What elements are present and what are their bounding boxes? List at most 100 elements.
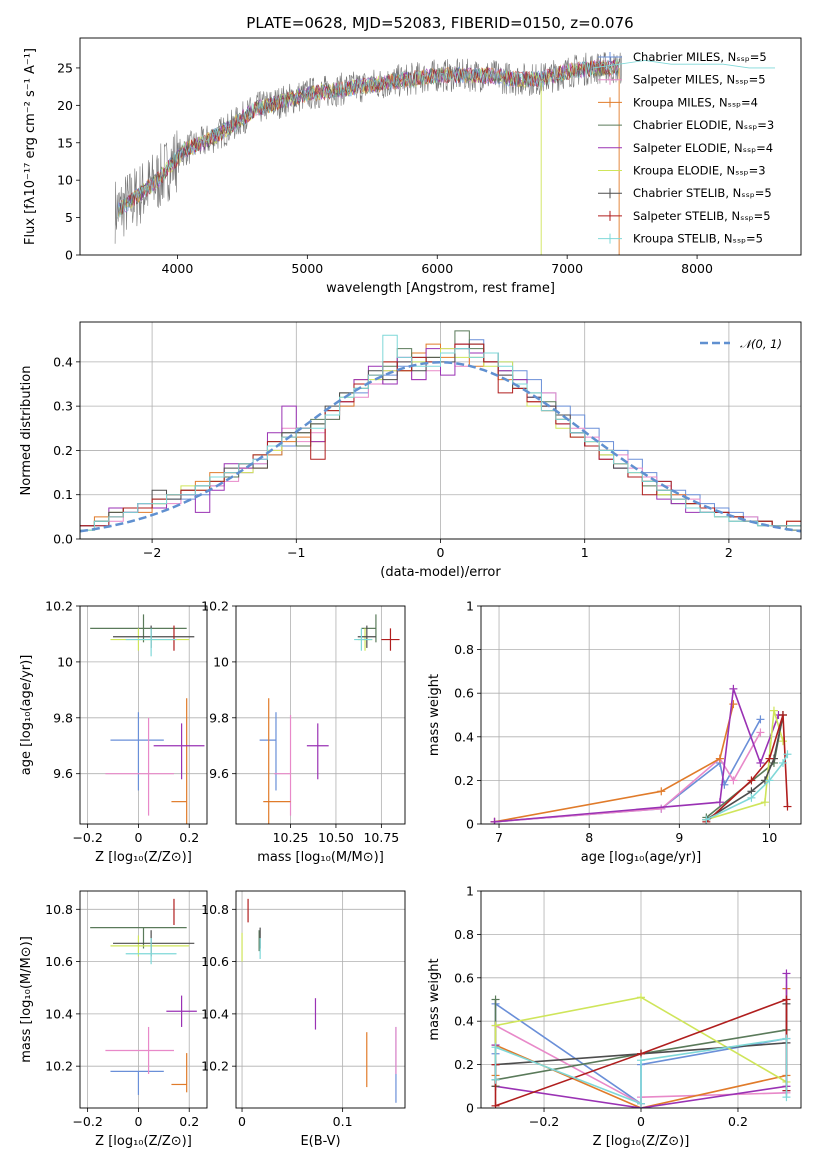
y-tick-label: 9.8 — [209, 710, 229, 725]
x-tick-label: −0.2 — [529, 1114, 559, 1129]
chart-mass-vs-ebv: 0 0.1 10.2 10.4 10.6 10.8 E(B-V) — [201, 890, 406, 1149]
data-point-chabrier_elodie — [90, 927, 187, 949]
x-tick-label: 0.2 — [179, 830, 199, 845]
x-tick-label: 0 — [637, 1114, 645, 1129]
axes-frame — [79, 37, 802, 256]
weight-line-kroupa_stelib — [494, 1037, 788, 1105]
plot-area-age-vs-z — [90, 614, 205, 824]
data-point-chabrier_miles — [110, 1070, 164, 1095]
weight-line-kroupa_miles — [494, 703, 735, 823]
weight-marker-kroupa_stelib — [491, 1075, 500, 1084]
y-axis-label: mass weight — [427, 958, 442, 1040]
x-tick-label: 7 — [495, 830, 503, 845]
data-point-salpeter_miles — [105, 717, 174, 816]
data-point-kroupa_stelib — [125, 938, 177, 965]
weight-marker-salpeter_stelib — [747, 776, 756, 785]
model-spectrum-kroupa_elodie — [117, 59, 619, 219]
plot-area-spectrum — [114, 52, 776, 255]
y-tick-label: 10.8 — [45, 902, 73, 917]
legend-entry: Kroupa STELIB, Nₛₛₚ=5 — [633, 232, 763, 246]
plot-area-mass-vs-ebv — [241, 898, 397, 1103]
axes-mass-weight-vs-age: 7 8 9 10 0 0.2 0.4 0.6 0.8 1 age [log₁₀(age/yr)] ma… — [427, 599, 802, 865]
data-point-salpeter_miles — [274, 715, 292, 816]
x-axis-label: mass [log₁₀(M/M⊙)] — [257, 850, 384, 865]
x-tick-label: 0.2 — [728, 1114, 748, 1129]
weight-marker-kroupa_stelib — [782, 1093, 791, 1102]
y-tick-label: 0.3 — [53, 399, 73, 414]
x-tick-label: 10.25 — [273, 830, 309, 845]
y-tick-label: 10.8 — [201, 902, 229, 917]
y-tick-label: 0.4 — [53, 354, 73, 369]
x-tick-label: 0 — [134, 830, 142, 845]
legend-entry: Chabrier MILES, Nₛₛₚ=5 — [633, 50, 767, 64]
data-point-chabrier_miles — [259, 712, 277, 791]
x-axis-label: (data-model)/error — [380, 565, 501, 580]
weight-marker-kroupa_elodie — [769, 706, 778, 715]
chart-mass-weight-vs-age: 7 8 9 10 0 0.2 0.4 0.6 0.8 1 age [log₁₀(age/yr)] ma… — [427, 599, 802, 865]
y-tick-label: 10.4 — [201, 1006, 229, 1021]
weight-marker-kroupa_miles — [715, 754, 724, 763]
y-tick-label: 10 — [57, 654, 73, 669]
x-axis-label: age [log₁₀(age/yr)] — [581, 850, 702, 865]
y-axis-label: Normed distribution — [19, 366, 34, 496]
axes-frame — [79, 605, 208, 825]
y-tick-label: 0.8 — [454, 927, 474, 942]
y-tick-label: 0.1 — [53, 487, 73, 502]
model-spectrum-salpeter_stelib — [117, 60, 619, 219]
plot-area-mass-weight-vs-z — [491, 969, 791, 1108]
x-tick-label: 6000 — [421, 261, 453, 276]
data-point-chabrier_miles — [110, 712, 164, 791]
weight-marker-salpeter_stelib — [491, 1101, 500, 1108]
y-tick-label: 1 — [466, 884, 474, 899]
y-tick-label: 0.0 — [53, 532, 73, 547]
weight-marker-salpeter_miles — [657, 804, 666, 813]
legend-entry: Salpeter STELIB, Nₛₛₚ=5 — [633, 209, 771, 223]
weight-marker-kroupa_stelib — [702, 815, 711, 824]
weight-marker-kroupa_elodie — [491, 1021, 500, 1030]
spectrum-legend: Chabrier MILES, Nₛₛₚ=5 Salpeter MILES, Nₛ… — [598, 50, 774, 246]
y-tick-label: 10.2 — [45, 1059, 73, 1074]
weight-marker-chabrier_miles — [756, 715, 765, 724]
x-tick-label: 0 — [238, 1114, 246, 1129]
weight-marker-kroupa_stelib — [783, 750, 792, 759]
y-tick-label: 20 — [57, 98, 73, 113]
y-tick-label: 10.4 — [45, 1006, 73, 1021]
legend-entry: Salpeter ELODIE, Nₛₛₚ=4 — [633, 141, 773, 155]
weight-marker-kroupa_elodie — [778, 737, 787, 746]
x-tick-label: −0.2 — [72, 1114, 102, 1129]
weight-marker-kroupa_elodie — [760, 798, 769, 807]
y-tick-label: 9.8 — [53, 710, 73, 725]
weight-marker-salpeter_miles — [756, 728, 765, 737]
legend-entry: Kroupa ELODIE, Nₛₛₚ=3 — [633, 164, 766, 178]
y-tick-label: 10.2 — [201, 1059, 229, 1074]
axes-frame — [480, 605, 802, 825]
chart-spectrum: 4000 5000 6000 7000 8000 0 5 10 15 20 25 wavelength… — [23, 37, 802, 296]
chart-residual-histogram: −2 −1 0 1 2 0.0 0.1 0.2 0.3 0.4 (data-model)/error… — [19, 321, 802, 580]
weight-line-salpeter_stelib — [705, 714, 789, 823]
x-tick-label: 0 — [134, 1114, 142, 1129]
plot-area-residual-histogram — [80, 330, 801, 539]
data-point-kroupa_elodie — [110, 935, 190, 957]
weight-marker-salpeter_elodie — [729, 684, 738, 693]
data-point-kroupa_stelib — [354, 628, 373, 651]
y-tick-label: 0.2 — [53, 443, 73, 458]
model-spectrum-kroupa_stelib — [117, 59, 619, 219]
y-tick-label: 0.4 — [454, 729, 474, 744]
weight-marker-salpeter_elodie — [490, 817, 499, 824]
y-tick-label: 0.4 — [454, 1014, 474, 1029]
chart-mass-weight-vs-z: −0.2 0 0.2 0 0.2 0.4 0.6 0.8 1 Z [log₁₀(Z/Z⊙)] mas… — [427, 884, 802, 1149]
figure-title: PLATE=0628, MJD=52083, FIBERID=0150, z=0… — [246, 14, 633, 32]
axes-frame — [79, 890, 208, 1109]
plot-area-age-vs-mass — [259, 614, 400, 824]
data-point-kroupa_miles — [171, 1053, 188, 1093]
y-tick-label: 0.8 — [454, 642, 474, 657]
model-spectrum-tail — [593, 60, 776, 69]
chart-age-vs-mass: 10.25 10.50 10.75 9.6 9.8 10 10.2 mass [log₁₀(M… — [201, 599, 406, 865]
y-tick-label: 10.6 — [45, 954, 73, 969]
axes-frame — [79, 321, 802, 540]
y-tick-label: 9.6 — [53, 766, 73, 781]
y-tick-label: 0.2 — [454, 773, 474, 788]
weight-marker-salpeter_stelib — [782, 995, 791, 1004]
axes-frame — [480, 890, 802, 1109]
weight-marker-salpeter_elodie — [782, 969, 791, 978]
